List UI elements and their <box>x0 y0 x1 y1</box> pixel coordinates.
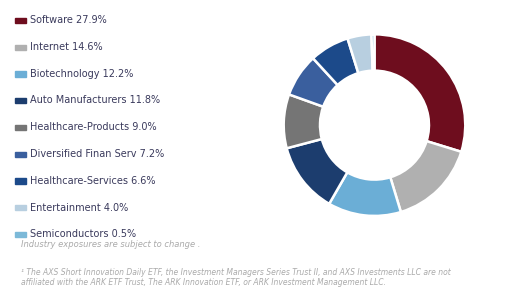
Wedge shape <box>284 94 323 148</box>
Bar <box>15 18 26 23</box>
Text: Software 27.9%: Software 27.9% <box>30 15 107 25</box>
Text: Entertainment 4.0%: Entertainment 4.0% <box>30 203 128 212</box>
Text: ¹ The AXS Short Innovation Daily ETF, the Investment Managers Series Trust II, a: ¹ The AXS Short Innovation Daily ETF, th… <box>21 268 450 287</box>
Text: Healthcare-Services 6.6%: Healthcare-Services 6.6% <box>30 176 155 186</box>
Wedge shape <box>313 38 358 85</box>
Wedge shape <box>289 58 338 107</box>
Wedge shape <box>390 141 461 212</box>
Wedge shape <box>371 34 374 71</box>
Bar <box>15 45 26 50</box>
Bar <box>15 152 26 157</box>
Text: Biotechnology 12.2%: Biotechnology 12.2% <box>30 69 133 79</box>
Bar <box>15 178 26 184</box>
Bar <box>15 205 26 210</box>
Wedge shape <box>329 172 401 216</box>
Wedge shape <box>287 139 347 204</box>
Text: Industry exposures are subject to change .: Industry exposures are subject to change… <box>21 240 200 249</box>
Bar <box>15 232 26 237</box>
Text: Healthcare-Products 9.0%: Healthcare-Products 9.0% <box>30 122 157 132</box>
Text: Semiconductors 0.5%: Semiconductors 0.5% <box>30 229 136 239</box>
Text: Internet 14.6%: Internet 14.6% <box>30 42 103 52</box>
Wedge shape <box>374 34 465 152</box>
Bar <box>15 125 26 130</box>
Bar <box>15 98 26 103</box>
Text: Diversified Finan Serv 7.2%: Diversified Finan Serv 7.2% <box>30 149 164 159</box>
Wedge shape <box>347 34 372 73</box>
Bar <box>15 71 26 77</box>
Text: Auto Manufacturers 11.8%: Auto Manufacturers 11.8% <box>30 95 160 105</box>
